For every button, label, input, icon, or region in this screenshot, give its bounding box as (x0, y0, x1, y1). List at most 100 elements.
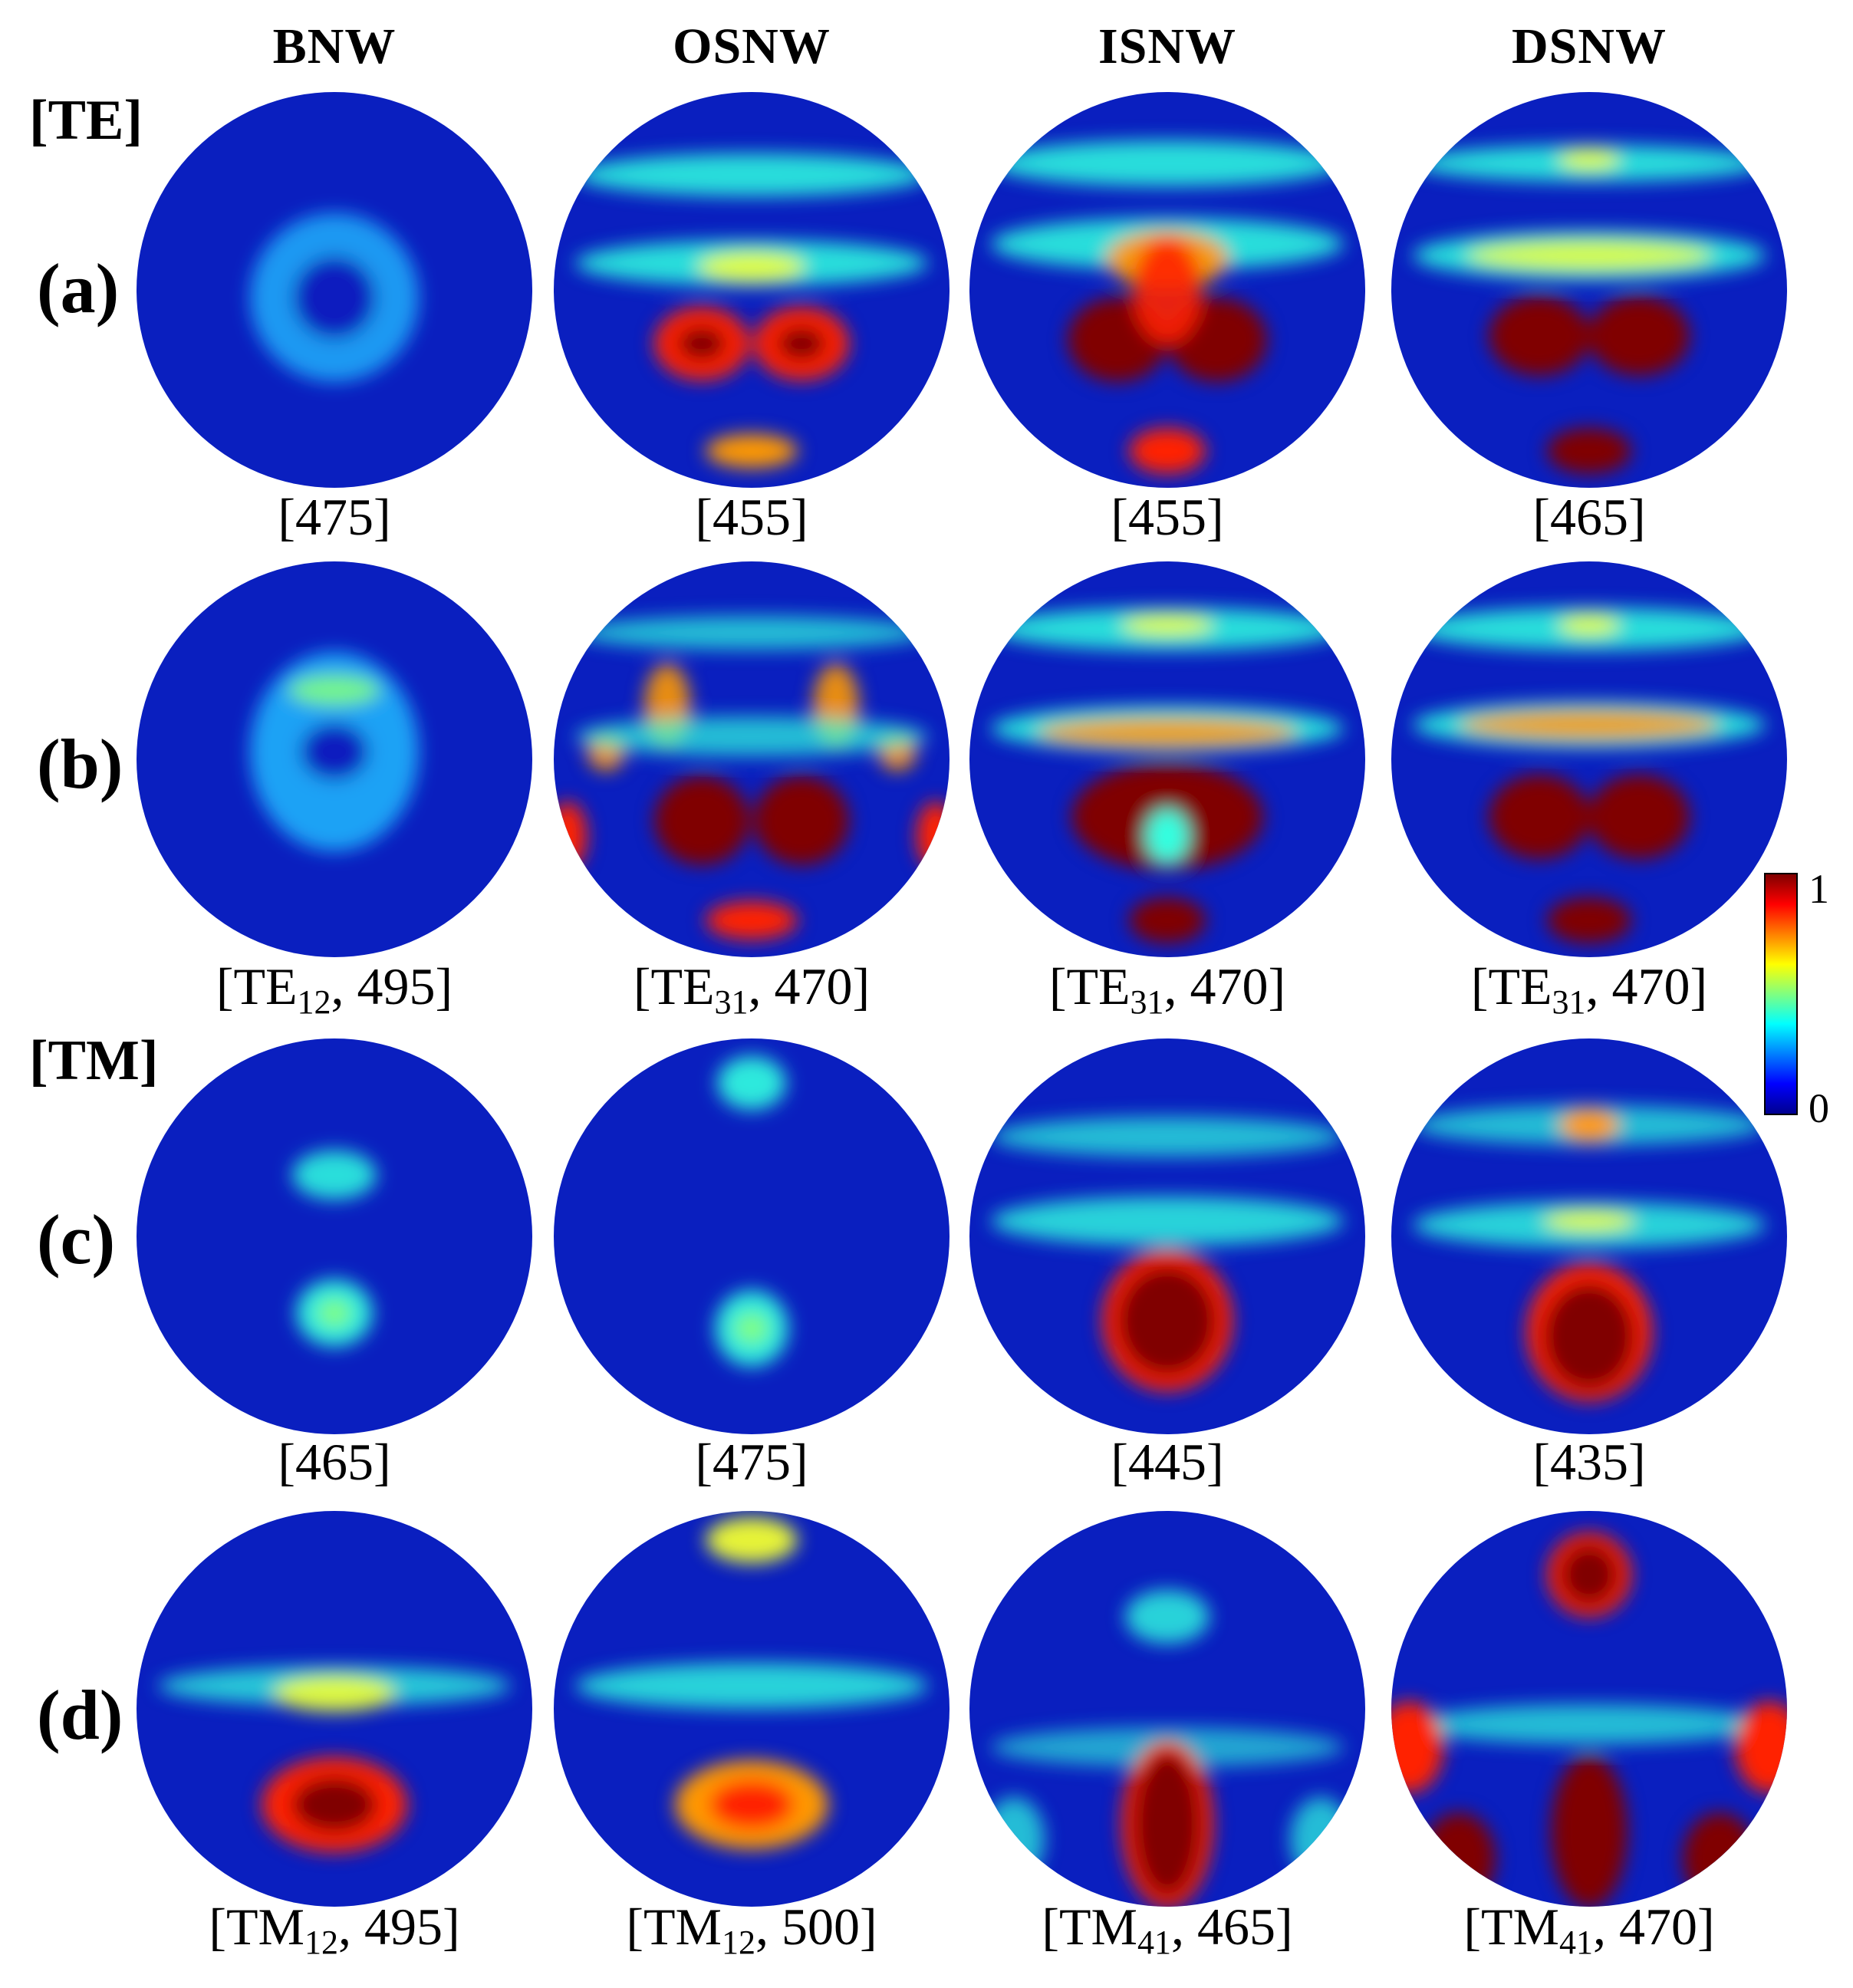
caption-d-osnw-mode: [TM (626, 1897, 722, 1956)
field-background (969, 1511, 1365, 1907)
row-label-c: (c) (37, 1200, 116, 1279)
caption-b-osnw-index: 31 (714, 983, 749, 1021)
field-panel-a-dsnw (1391, 92, 1787, 488)
caption-d-bnw-value: , 495] (338, 1897, 460, 1956)
field-panel-b-dsnw (1391, 561, 1787, 957)
caption-b-osnw-value: , 470] (748, 957, 871, 1015)
intensity-lobe (1459, 709, 1720, 740)
intensity-lobe (1588, 775, 1690, 859)
caption-b-bnw-index: 12 (297, 983, 331, 1021)
caption-b-isnw: [TE31, 470] (1049, 960, 1285, 1019)
caption-a-osnw: [455] (695, 488, 808, 546)
caption-b-dsnw-value: , 470] (1585, 957, 1708, 1015)
field-panel-d-isnw (969, 1511, 1365, 1907)
intensity-lobe (991, 140, 1344, 186)
intensity-lobe (273, 1675, 396, 1712)
intensity-lobe (575, 716, 928, 756)
field-panel-a-bnw (137, 92, 532, 488)
caption-b-osnw-mode: [TE (633, 957, 715, 1015)
intensity-lobe (983, 1797, 1045, 1881)
field-panel-c-isnw (969, 1038, 1365, 1434)
caption-d-isnw-mode: [TM (1042, 1897, 1137, 1956)
field-panel-b-osnw (554, 561, 950, 957)
intensity-lobe (1037, 717, 1298, 748)
caption-b-bnw-mode: [TE (216, 957, 298, 1015)
column-header-isnw: ISNW (1098, 18, 1237, 74)
intensity-lobe (1560, 1544, 1618, 1605)
field-background (554, 92, 950, 488)
field-panel-d-dsnw (1391, 1511, 1787, 1907)
field-panel-d-bnw (137, 1511, 532, 1907)
intensity-lobe (709, 1780, 794, 1829)
intensity-lobe (1547, 897, 1631, 943)
intensity-lobe (1146, 809, 1189, 863)
caption-d-bnw: [TM12, 495] (209, 1901, 459, 1960)
intensity-lobe (1422, 1812, 1496, 1904)
caption-b-isnw-index: 31 (1130, 983, 1164, 1021)
field-panel-b-isnw (969, 561, 1365, 957)
caption-c-isnw: [445] (1111, 1433, 1224, 1491)
field-background (137, 1038, 532, 1434)
section-label-te: [TE] (29, 89, 143, 152)
field-panel-b-bnw (137, 561, 532, 957)
intensity-lobe (991, 1196, 1344, 1246)
colorbar-min-label: 0 (1809, 1085, 1829, 1131)
row-label-a: (a) (37, 249, 120, 327)
field-panel-a-isnw (969, 92, 1365, 488)
intensity-lobe (575, 153, 928, 196)
intensity-lobe (1543, 1210, 1635, 1232)
caption-d-osnw-value: , 500] (755, 1897, 877, 1956)
caption-c-osnw: [475] (695, 1433, 808, 1491)
caption-c-dsnw: [435] (1532, 1433, 1646, 1491)
caption-d-bnw-index: 12 (304, 1924, 338, 1961)
intensity-lobe (292, 255, 377, 340)
caption-d-isnw-index: 41 (1137, 1924, 1171, 1961)
intensity-lobe (1125, 1590, 1210, 1644)
caption-a-dsnw: [465] (1532, 488, 1646, 546)
caption-b-osnw: [TE31, 470] (634, 960, 870, 1019)
row-label-b: (b) (37, 725, 123, 803)
field-panel-c-bnw (137, 1038, 532, 1434)
intensity-lobe (654, 776, 749, 865)
field-background (1391, 92, 1787, 488)
intensity-lobe (292, 1777, 377, 1832)
column-header-bnw: BNW (272, 18, 397, 74)
field-background (1391, 561, 1787, 957)
intensity-lobe (1129, 897, 1206, 943)
intensity-lobe (1413, 1704, 1766, 1744)
intensity-lobe (1551, 1755, 1628, 1907)
caption-d-bnw-mode: [TM (209, 1897, 304, 1956)
caption-b-dsnw-mode: [TE (1470, 957, 1552, 1015)
colorbar-max-label: 1 (1809, 866, 1829, 912)
caption-b-dsnw: [TE31, 470] (1471, 960, 1707, 1019)
field-panel-c-osnw (554, 1038, 950, 1434)
caption-c-bnw: [465] (278, 1433, 391, 1491)
caption-b-bnw: [TE12, 495] (216, 960, 453, 1019)
caption-b-isnw-mode: [TE (1048, 957, 1131, 1015)
caption-d-osnw: [TM12, 500] (626, 1901, 877, 1960)
caption-b-dsnw-index: 31 (1552, 983, 1586, 1021)
intensity-lobe (1489, 296, 1590, 376)
intensity-lobe (1117, 1266, 1217, 1376)
column-header-osnw: OSNW (673, 18, 831, 74)
row-label-d: (d) (37, 1676, 123, 1754)
caption-d-isnw-value: , 465] (1171, 1897, 1293, 1956)
intensity-lobe (677, 327, 726, 360)
intensity-lobe (706, 434, 798, 468)
intensity-lobe (1133, 1751, 1202, 1897)
intensity-lobe (1133, 236, 1202, 344)
colorbar (1764, 873, 1798, 1115)
caption-b-bnw-value: , 495] (331, 957, 453, 1015)
field-panel-c-dsnw (1391, 1038, 1787, 1434)
intensity-lobe (754, 776, 849, 865)
intensity-lobe (1290, 1797, 1351, 1881)
caption-d-dsnw-mode: [TM (1463, 1897, 1559, 1956)
intensity-lobe (1558, 614, 1620, 636)
intensity-lobe (318, 1299, 351, 1327)
column-header-dsnw: DSNW (1511, 18, 1667, 74)
intensity-lobe (1588, 296, 1690, 376)
intensity-lobe (1466, 240, 1712, 271)
intensity-lobe (1558, 1108, 1620, 1142)
intensity-lobe (1558, 149, 1620, 170)
intensity-lobe (1121, 614, 1213, 636)
